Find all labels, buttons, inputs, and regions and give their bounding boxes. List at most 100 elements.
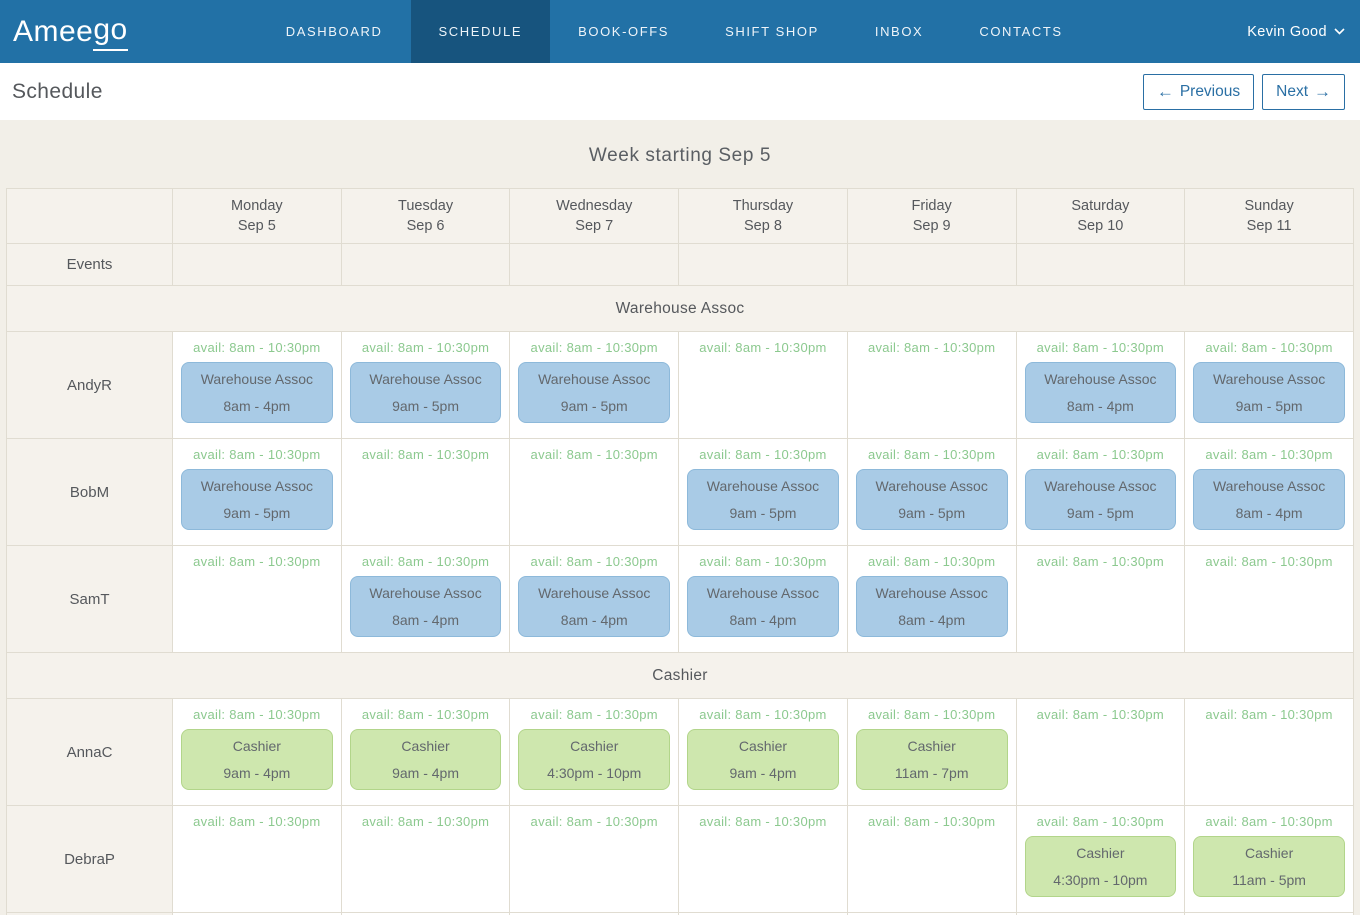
day-header-friday: Friday Sep 9	[846, 188, 1017, 244]
shift-time: 8am - 4pm	[1235, 505, 1303, 521]
schedule-cell-bobm-saturday: avail: 8am - 10:30pm Warehouse Assoc 9am -…	[1015, 438, 1186, 546]
events-cell-tuesday	[340, 243, 511, 286]
availability-label: avail: 8am - 10:30pm	[530, 707, 658, 722]
shift-card[interactable]: Cashier 11am - 7pm	[855, 729, 1008, 790]
shift-time: 9am - 4pm	[392, 765, 460, 781]
availability-label: avail: 8am - 10:30pm	[1205, 447, 1333, 462]
next-week-button[interactable]: Next →	[1262, 73, 1345, 110]
shift-role: Warehouse Assoc	[1212, 478, 1326, 494]
shift-card[interactable]: Cashier 9am - 4pm	[349, 729, 502, 790]
employee-row-samt: SamT avail: 8am - 10:30pm avail: 8am - 10:…	[6, 545, 1354, 653]
availability-label: avail: 8am - 10:30pm	[1205, 814, 1333, 829]
user-menu[interactable]: Kevin Good	[1247, 0, 1360, 63]
shift-card[interactable]: Warehouse Assoc 8am - 4pm	[855, 576, 1008, 637]
cutoff-name-cell	[6, 912, 173, 915]
day-name: Sunday	[1244, 198, 1294, 214]
schedule-cell-samt-thursday: avail: 8am - 10:30pm Warehouse Assoc 8am -…	[678, 545, 848, 653]
shift-card[interactable]: Warehouse Assoc 8am - 4pm	[1193, 469, 1345, 530]
section-title: Cashier	[6, 652, 1354, 699]
nav-item-shift-shop[interactable]: SHIFT SHOP	[725, 24, 819, 39]
schedule-cell-samt-wednesday: avail: 8am - 10:30pm Warehouse Assoc 8am -…	[509, 545, 680, 653]
availability-label: avail: 8am - 10:30pm	[193, 447, 321, 462]
arrow-right-icon: →	[1314, 82, 1331, 101]
availability-label: avail: 8am - 10:30pm	[867, 447, 996, 462]
shift-time: 4:30pm - 10pm	[1053, 872, 1148, 888]
schedule-cell-samt-friday: avail: 8am - 10:30pm Warehouse Assoc 8am -…	[846, 545, 1017, 653]
user-name: Kevin Good	[1247, 23, 1327, 40]
schedule-cell-bobm-tuesday: avail: 8am - 10:30pm	[340, 438, 511, 546]
events-cell-saturday	[1015, 243, 1186, 286]
schedule-cell-annac-tuesday: avail: 8am - 10:30pm Cashier 9am - 4pm	[340, 698, 511, 806]
previous-week-button[interactable]: ← Previous	[1142, 73, 1255, 110]
page-header: Schedule ← Previous Next →	[0, 63, 1360, 120]
employee-name: AndyR	[6, 331, 173, 439]
schedule-cell-debrap-sunday: avail: 8am - 10:30pm Cashier 11am - 5pm	[1184, 805, 1354, 913]
shift-card[interactable]: Warehouse Assoc 8am - 4pm	[349, 576, 502, 637]
shift-role: Cashier	[401, 738, 450, 754]
shift-time: 4:30pm - 10pm	[547, 765, 642, 781]
shift-role: Warehouse Assoc	[369, 585, 482, 601]
shift-card[interactable]: Cashier 4:30pm - 10pm	[1024, 836, 1177, 897]
shift-card[interactable]: Warehouse Assoc 9am - 5pm	[1193, 362, 1345, 423]
day-name: Tuesday	[398, 198, 454, 214]
shift-card[interactable]: Warehouse Assoc 9am - 5pm	[518, 362, 671, 423]
availability-label: avail: 8am - 10:30pm	[193, 707, 321, 722]
shift-card[interactable]: Warehouse Assoc 8am - 4pm	[1024, 362, 1177, 423]
logo-text-prefix: Amee	[13, 14, 94, 48]
nav-item-book-offs[interactable]: BOOK-OFFS	[578, 24, 670, 39]
cutoff-row	[6, 912, 1354, 915]
availability-label: avail: 8am - 10:30pm	[1205, 554, 1333, 569]
shift-card[interactable]: Cashier 9am - 4pm	[181, 729, 333, 790]
employee-row-andyr: AndyR avail: 8am - 10:30pm Warehouse Assoc…	[6, 331, 1354, 439]
shift-time: 9am - 5pm	[898, 505, 966, 521]
ameego-logo[interactable]: Amee go	[0, 0, 128, 63]
availability-label: avail: 8am - 10:30pm	[867, 554, 996, 569]
nav-item-inbox[interactable]: INBOX	[874, 24, 924, 39]
shift-card[interactable]: Warehouse Assoc 8am - 4pm	[687, 576, 839, 637]
shift-card[interactable]: Cashier 11am - 5pm	[1193, 836, 1345, 897]
schedule-cell-andyr-tuesday: avail: 8am - 10:30pm Warehouse Assoc 9am -…	[340, 331, 511, 439]
events-label: Events	[66, 256, 113, 273]
section-row-cashier: Cashier	[6, 652, 1354, 699]
shift-time: 9am - 5pm	[560, 398, 628, 414]
shift-time: 8am - 4pm	[392, 612, 460, 628]
schedule-cell-andyr-friday: avail: 8am - 10:30pm	[846, 331, 1017, 439]
nav-item-contacts[interactable]: CONTACTS	[979, 24, 1063, 39]
availability-label: avail: 8am - 10:30pm	[193, 340, 321, 355]
nav-item-dashboard[interactable]: DASHBOARD	[285, 24, 383, 39]
employee-row-debrap: DebraP avail: 8am - 10:30pm avail: 8am - 1…	[6, 805, 1354, 913]
shift-time: 11am - 7pm	[894, 765, 969, 781]
day-header-saturday: Saturday Sep 10	[1015, 188, 1186, 244]
availability-label: avail: 8am - 10:30pm	[361, 340, 490, 355]
shift-card[interactable]: Warehouse Assoc 9am - 5pm	[349, 362, 502, 423]
shift-role: Warehouse Assoc	[1044, 478, 1157, 494]
shift-time: 9am - 4pm	[729, 765, 797, 781]
shift-role: Warehouse Assoc	[200, 478, 314, 494]
shift-card[interactable]: Cashier 4:30pm - 10pm	[518, 729, 671, 790]
shift-card[interactable]: Warehouse Assoc 9am - 5pm	[181, 469, 333, 530]
nav-item-schedule[interactable]: SCHEDULE	[410, 0, 551, 63]
shift-card[interactable]: Warehouse Assoc 9am - 5pm	[855, 469, 1008, 530]
availability-label: avail: 8am - 10:30pm	[193, 814, 321, 829]
shift-card[interactable]: Warehouse Assoc 8am - 4pm	[518, 576, 671, 637]
week-title: Week starting Sep 5	[588, 145, 772, 166]
shift-time: 9am - 5pm	[1235, 398, 1303, 414]
shift-role: Warehouse Assoc	[1044, 371, 1157, 387]
shift-card[interactable]: Warehouse Assoc 8am - 4pm	[181, 362, 333, 423]
shift-card[interactable]: Warehouse Assoc 9am - 5pm	[1024, 469, 1177, 530]
availability-label: avail: 8am - 10:30pm	[530, 447, 658, 462]
employee-row-annac: AnnaC avail: 8am - 10:30pm Cashier 9am - 4p…	[6, 698, 1354, 806]
schedule-cell-debrap-friday: avail: 8am - 10:30pm	[846, 805, 1017, 913]
schedule-cell-annac-friday: avail: 8am - 10:30pm Cashier 11am - 7pm	[846, 698, 1017, 806]
availability-label: avail: 8am - 10:30pm	[361, 814, 490, 829]
shift-card[interactable]: Warehouse Assoc 9am - 5pm	[687, 469, 839, 530]
availability-label: avail: 8am - 10:30pm	[530, 340, 658, 355]
schedule-cell-andyr-thursday: avail: 8am - 10:30pm	[678, 331, 848, 439]
schedule-cell-debrap-wednesday: avail: 8am - 10:30pm	[509, 805, 680, 913]
shift-role: Warehouse Assoc	[706, 585, 820, 601]
shift-role: Warehouse Assoc	[875, 585, 988, 601]
shift-card[interactable]: Cashier 9am - 4pm	[687, 729, 839, 790]
shift-time: 8am - 4pm	[560, 612, 628, 628]
availability-label: avail: 8am - 10:30pm	[1036, 814, 1165, 829]
events-cell-sunday	[1184, 243, 1354, 286]
